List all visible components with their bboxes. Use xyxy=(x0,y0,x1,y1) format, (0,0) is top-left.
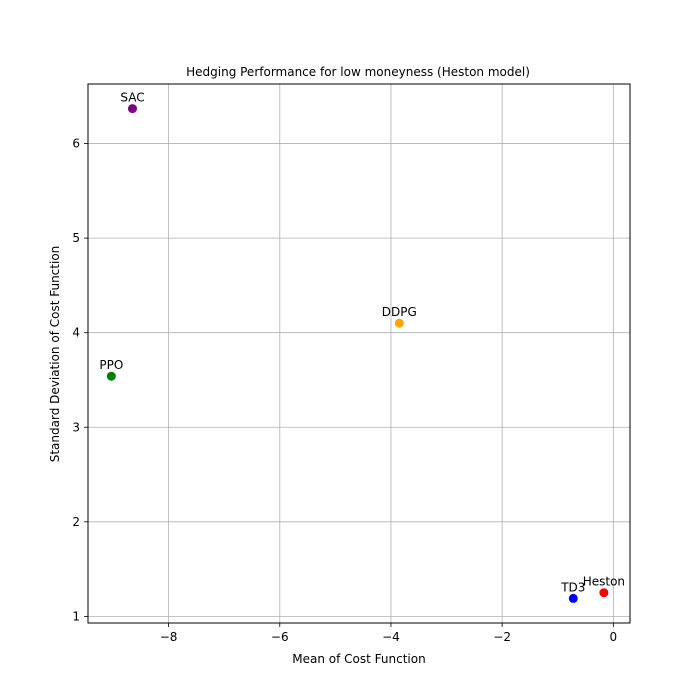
x-axis-label: Mean of Cost Function xyxy=(292,652,425,666)
plot-frame xyxy=(87,83,631,624)
y-axis-label: Standard Deviation of Cost Function xyxy=(48,246,62,463)
point-label-heston: Heston xyxy=(583,575,625,589)
data-point-heston xyxy=(599,588,609,598)
x-tick-label: −6 xyxy=(271,630,289,644)
x-tick-label: −4 xyxy=(382,630,400,644)
data-point-ddpg xyxy=(394,318,404,328)
y-tick-label: 5 xyxy=(72,231,80,245)
point-label-ddpg: DDPG xyxy=(382,305,417,319)
x-tick-label: 0 xyxy=(610,630,618,644)
chart-title: Hedging Performance for low moneyness (H… xyxy=(186,65,530,79)
data-point-ppo xyxy=(106,371,116,381)
x-axis: −8 −6 −4 −2 0 xyxy=(160,623,617,644)
data-point-td3 xyxy=(568,593,578,603)
x-tick-label: −8 xyxy=(160,630,178,644)
y-tick-label: 2 xyxy=(72,515,80,529)
point-label-ppo: PPO xyxy=(99,358,123,372)
y-tick-label: 1 xyxy=(72,609,80,623)
data-point-sac xyxy=(127,104,137,114)
grid xyxy=(88,84,630,623)
point-label-sac: SAC xyxy=(120,91,144,105)
y-axis: 1 2 3 4 5 6 xyxy=(72,137,88,623)
x-tick-label: −2 xyxy=(493,630,511,644)
y-tick-label: 3 xyxy=(72,420,80,434)
y-tick-label: 6 xyxy=(72,137,80,151)
y-tick-label: 4 xyxy=(72,326,80,340)
point-label-td3: TD3 xyxy=(560,580,585,594)
